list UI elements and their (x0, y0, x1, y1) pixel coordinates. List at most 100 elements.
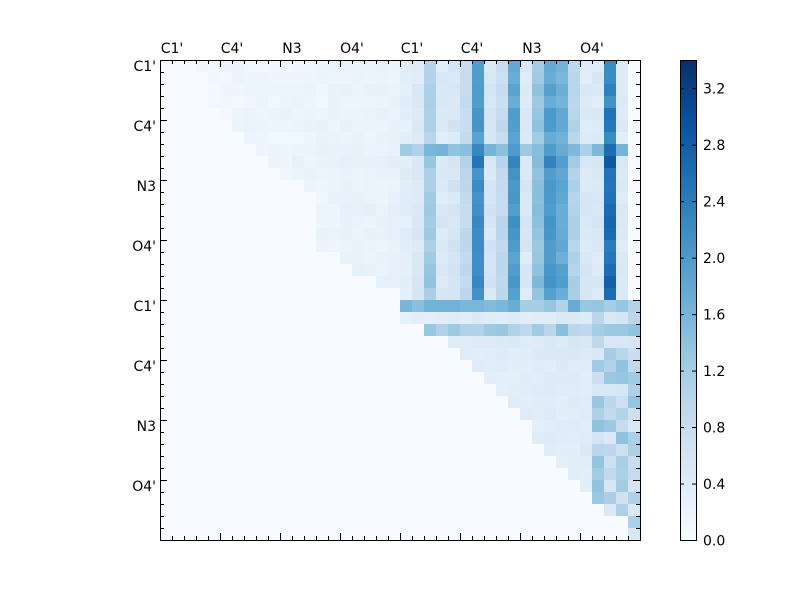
heatmap-cell (340, 120, 353, 133)
heatmap-cell (304, 360, 317, 373)
heatmap-cell (424, 240, 437, 253)
heatmap-cell (556, 516, 569, 529)
heatmap-cell (556, 216, 569, 229)
heatmap-cell (160, 204, 173, 217)
heatmap-cell (328, 168, 341, 181)
heatmap-cell (628, 408, 641, 421)
heatmap-cell (448, 432, 461, 445)
heatmap-cell (304, 180, 317, 193)
heatmap-cell (628, 312, 641, 325)
heatmap-cell (628, 204, 641, 217)
heatmap-cell (196, 240, 209, 253)
heatmap-cell (436, 444, 449, 457)
heatmap-cell (160, 312, 173, 325)
heatmap-cell (316, 456, 329, 469)
heatmap-cell (628, 396, 641, 409)
heatmap-cell (196, 312, 209, 325)
heatmap-cell (508, 156, 521, 169)
heatmap-cell (532, 468, 545, 481)
heatmap-cell (532, 432, 545, 445)
heatmap-cell (316, 432, 329, 445)
heatmap-cell (568, 108, 581, 121)
heatmap-cell (616, 408, 629, 421)
heatmap-cell (172, 192, 185, 205)
heatmap-cell (184, 132, 197, 145)
colorbar-tick-label: 0.0 (703, 534, 725, 550)
heatmap-cell (556, 120, 569, 133)
heatmap-cell (292, 300, 305, 313)
heatmap-cell (520, 108, 533, 121)
heatmap-cell (316, 132, 329, 145)
heatmap-cell (196, 384, 209, 397)
heatmap-cell (400, 312, 413, 325)
heatmap-cell (352, 120, 365, 133)
heatmap-cell (160, 264, 173, 277)
heatmap-cell (244, 72, 257, 85)
heatmap-cell (376, 240, 389, 253)
heatmap-cell (508, 420, 521, 433)
heatmap-cell (244, 432, 257, 445)
heatmap-cell (196, 372, 209, 385)
heatmap-cell (232, 168, 245, 181)
heatmap-cell (364, 204, 377, 217)
heatmap-cell (244, 192, 257, 205)
heatmap-cell (472, 144, 485, 157)
heatmap-cell (244, 132, 257, 145)
heatmap-cell (268, 444, 281, 457)
heatmap-cell (400, 180, 413, 193)
heatmap-cell (520, 168, 533, 181)
heatmap-cell (364, 396, 377, 409)
heatmap-cell (496, 492, 509, 505)
heatmap-cell (292, 384, 305, 397)
heatmap-cell (280, 504, 293, 517)
heatmap-cell (436, 60, 449, 73)
heatmap-cell (184, 108, 197, 121)
heatmap-cell (316, 348, 329, 361)
heatmap-cell (436, 108, 449, 121)
heatmap-cell (424, 336, 437, 349)
heatmap-cell (472, 420, 485, 433)
heatmap-cell (292, 204, 305, 217)
heatmap-cell (352, 204, 365, 217)
heatmap-cell (616, 84, 629, 97)
heatmap-cell (208, 444, 221, 457)
heatmap-cell (484, 444, 497, 457)
heatmap-cell (172, 480, 185, 493)
heatmap-cell (340, 84, 353, 97)
heatmap-cell (388, 192, 401, 205)
heatmap-cell (436, 336, 449, 349)
heatmap-cell (316, 384, 329, 397)
heatmap-cell (232, 528, 245, 541)
heatmap-cell (580, 216, 593, 229)
heatmap-cell (532, 72, 545, 85)
heatmap-cell (172, 408, 185, 421)
heatmap-cell (268, 312, 281, 325)
heatmap-cell (496, 252, 509, 265)
heatmap-cell (292, 252, 305, 265)
heatmap-cell (280, 276, 293, 289)
heatmap-cell (556, 84, 569, 97)
heatmap-cell (184, 372, 197, 385)
heatmap-cell (496, 132, 509, 145)
heatmap-cell (472, 312, 485, 325)
heatmap-cell (352, 312, 365, 325)
heatmap-cell (208, 432, 221, 445)
colorbar-ticks: 0.00.40.81.21.62.02.42.83.2 (680, 82, 725, 550)
heatmap-cell (208, 492, 221, 505)
heatmap-cell (460, 240, 473, 253)
heatmap-cell (520, 156, 533, 169)
heatmap-cell (532, 264, 545, 277)
heatmap-cell (328, 312, 341, 325)
heatmap-cell (460, 108, 473, 121)
heatmap-cell (628, 444, 641, 457)
heatmap-cell (160, 492, 173, 505)
heatmap-cell (340, 72, 353, 85)
heatmap-cell (484, 408, 497, 421)
heatmap-cell (352, 180, 365, 193)
heatmap-cell (328, 504, 341, 517)
heatmap-cell (220, 276, 233, 289)
heatmap-cell (520, 84, 533, 97)
heatmap-cell (472, 204, 485, 217)
heatmap-cell (484, 240, 497, 253)
heatmap-cell (376, 396, 389, 409)
